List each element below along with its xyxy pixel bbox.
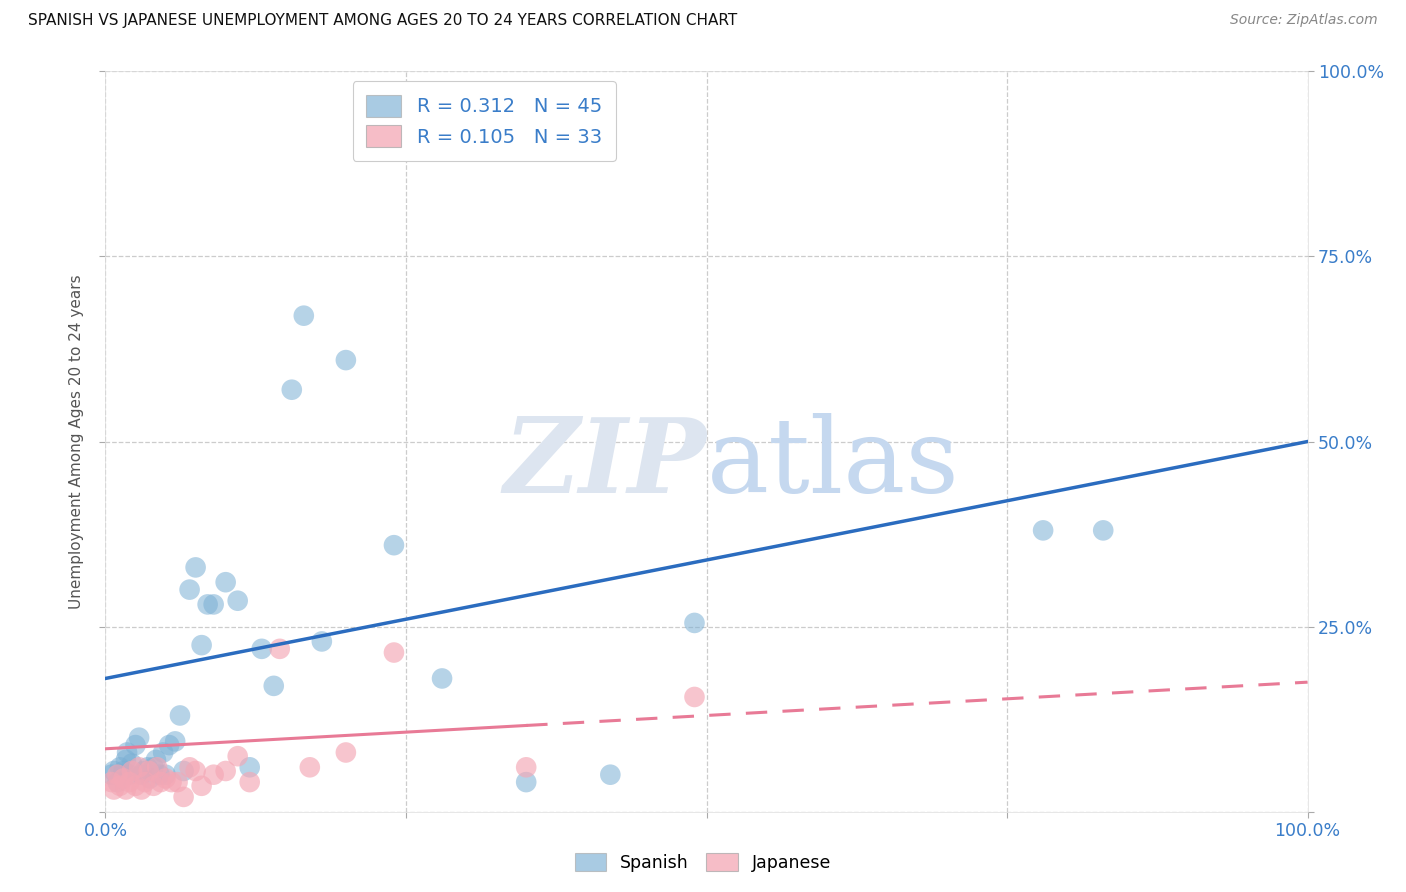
Point <box>112 764 135 778</box>
Point <box>335 353 357 368</box>
Point <box>239 760 262 774</box>
Point <box>515 760 537 774</box>
Point <box>160 775 183 789</box>
Point <box>131 767 153 781</box>
Point <box>118 767 141 781</box>
Point <box>131 782 153 797</box>
Point <box>214 764 236 778</box>
Point <box>173 764 195 778</box>
Legend: R = 0.312   N = 45, R = 0.105   N = 33: R = 0.312 N = 45, R = 0.105 N = 33 <box>353 81 616 161</box>
Point <box>136 760 159 774</box>
Point <box>148 767 170 781</box>
Point <box>226 593 249 607</box>
Point <box>108 760 131 774</box>
Point <box>132 764 155 778</box>
Point <box>118 775 141 789</box>
Point <box>128 731 150 745</box>
Point <box>155 767 177 781</box>
Point <box>179 760 201 774</box>
Point <box>138 764 160 778</box>
Point <box>430 672 453 686</box>
Point <box>1032 524 1054 538</box>
Point <box>599 767 621 781</box>
Point <box>157 738 180 752</box>
Point <box>239 775 262 789</box>
Point <box>115 746 138 760</box>
Point <box>108 779 131 793</box>
Point <box>142 760 165 774</box>
Y-axis label: Unemployment Among Ages 20 to 24 years: Unemployment Among Ages 20 to 24 years <box>69 274 84 609</box>
Point <box>100 775 122 789</box>
Point <box>250 641 273 656</box>
Point <box>155 772 177 786</box>
Point <box>197 598 219 612</box>
Point <box>115 782 138 797</box>
Point <box>335 746 357 760</box>
Text: SPANISH VS JAPANESE UNEMPLOYMENT AMONG AGES 20 TO 24 YEARS CORRELATION CHART: SPANISH VS JAPANESE UNEMPLOYMENT AMONG A… <box>28 13 737 29</box>
Point <box>382 646 405 660</box>
Point <box>311 634 333 648</box>
Point <box>184 764 207 778</box>
Point <box>269 641 291 656</box>
Point <box>124 779 146 793</box>
Point <box>202 598 225 612</box>
Point <box>103 782 125 797</box>
Point <box>103 764 125 778</box>
Point <box>202 767 225 781</box>
Point <box>292 309 315 323</box>
Point <box>173 789 195 804</box>
Point <box>226 749 249 764</box>
Point <box>165 734 187 748</box>
Point <box>166 775 188 789</box>
Point <box>190 638 212 652</box>
Point <box>145 753 167 767</box>
Point <box>179 582 201 597</box>
Point <box>128 760 150 774</box>
Point <box>107 775 129 789</box>
Point <box>112 772 135 786</box>
Text: Source: ZipAtlas.com: Source: ZipAtlas.com <box>1230 13 1378 28</box>
Point <box>263 679 285 693</box>
Point <box>382 538 405 552</box>
Point <box>115 753 138 767</box>
Point <box>281 383 304 397</box>
Point <box>190 779 212 793</box>
Point <box>149 775 172 789</box>
Point <box>124 738 146 752</box>
Point <box>142 779 165 793</box>
Point <box>184 560 207 574</box>
Point <box>121 756 143 771</box>
Point <box>515 775 537 789</box>
Point <box>134 775 156 789</box>
Point <box>100 767 122 781</box>
Point <box>214 575 236 590</box>
Text: atlas: atlas <box>707 413 959 515</box>
Point <box>298 760 321 774</box>
Point <box>152 746 174 760</box>
Point <box>107 767 129 781</box>
Point <box>1092 524 1115 538</box>
Text: ZIP: ZIP <box>503 413 707 515</box>
Point <box>139 772 162 786</box>
Point <box>121 764 143 778</box>
Point <box>683 690 706 704</box>
Point <box>146 760 169 774</box>
Point <box>683 615 706 630</box>
Legend: Spanish, Japanese: Spanish, Japanese <box>568 847 838 879</box>
Point <box>169 708 191 723</box>
